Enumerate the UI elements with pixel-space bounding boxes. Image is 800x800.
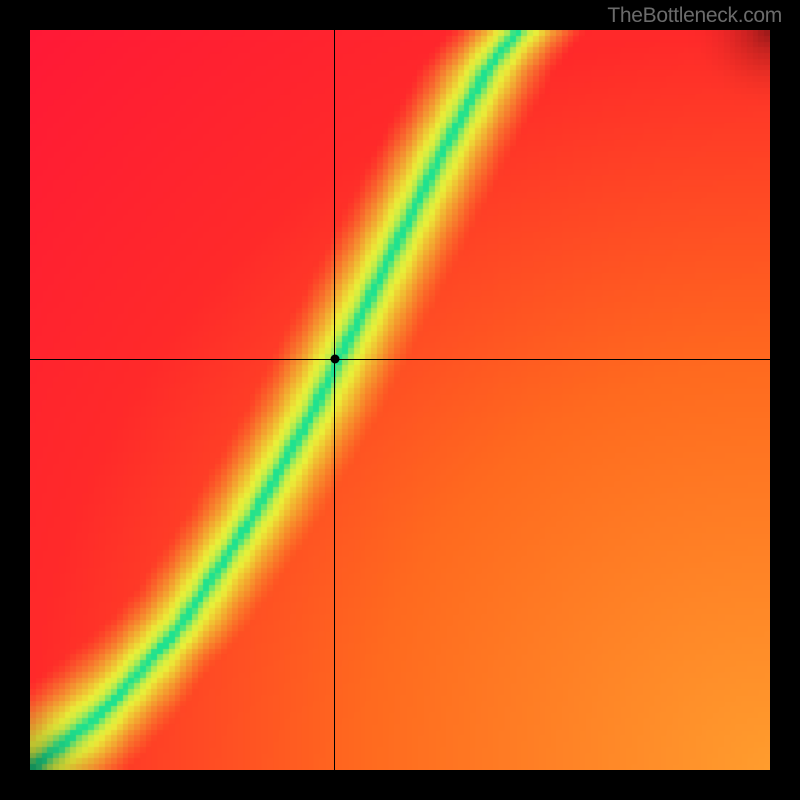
crosshair-vertical xyxy=(334,30,335,770)
crosshair-marker xyxy=(330,355,339,364)
heatmap-canvas xyxy=(30,30,770,770)
heatmap-plot xyxy=(30,30,770,770)
watermark-text: TheBottleneck.com xyxy=(607,4,782,28)
crosshair-horizontal xyxy=(30,359,770,360)
